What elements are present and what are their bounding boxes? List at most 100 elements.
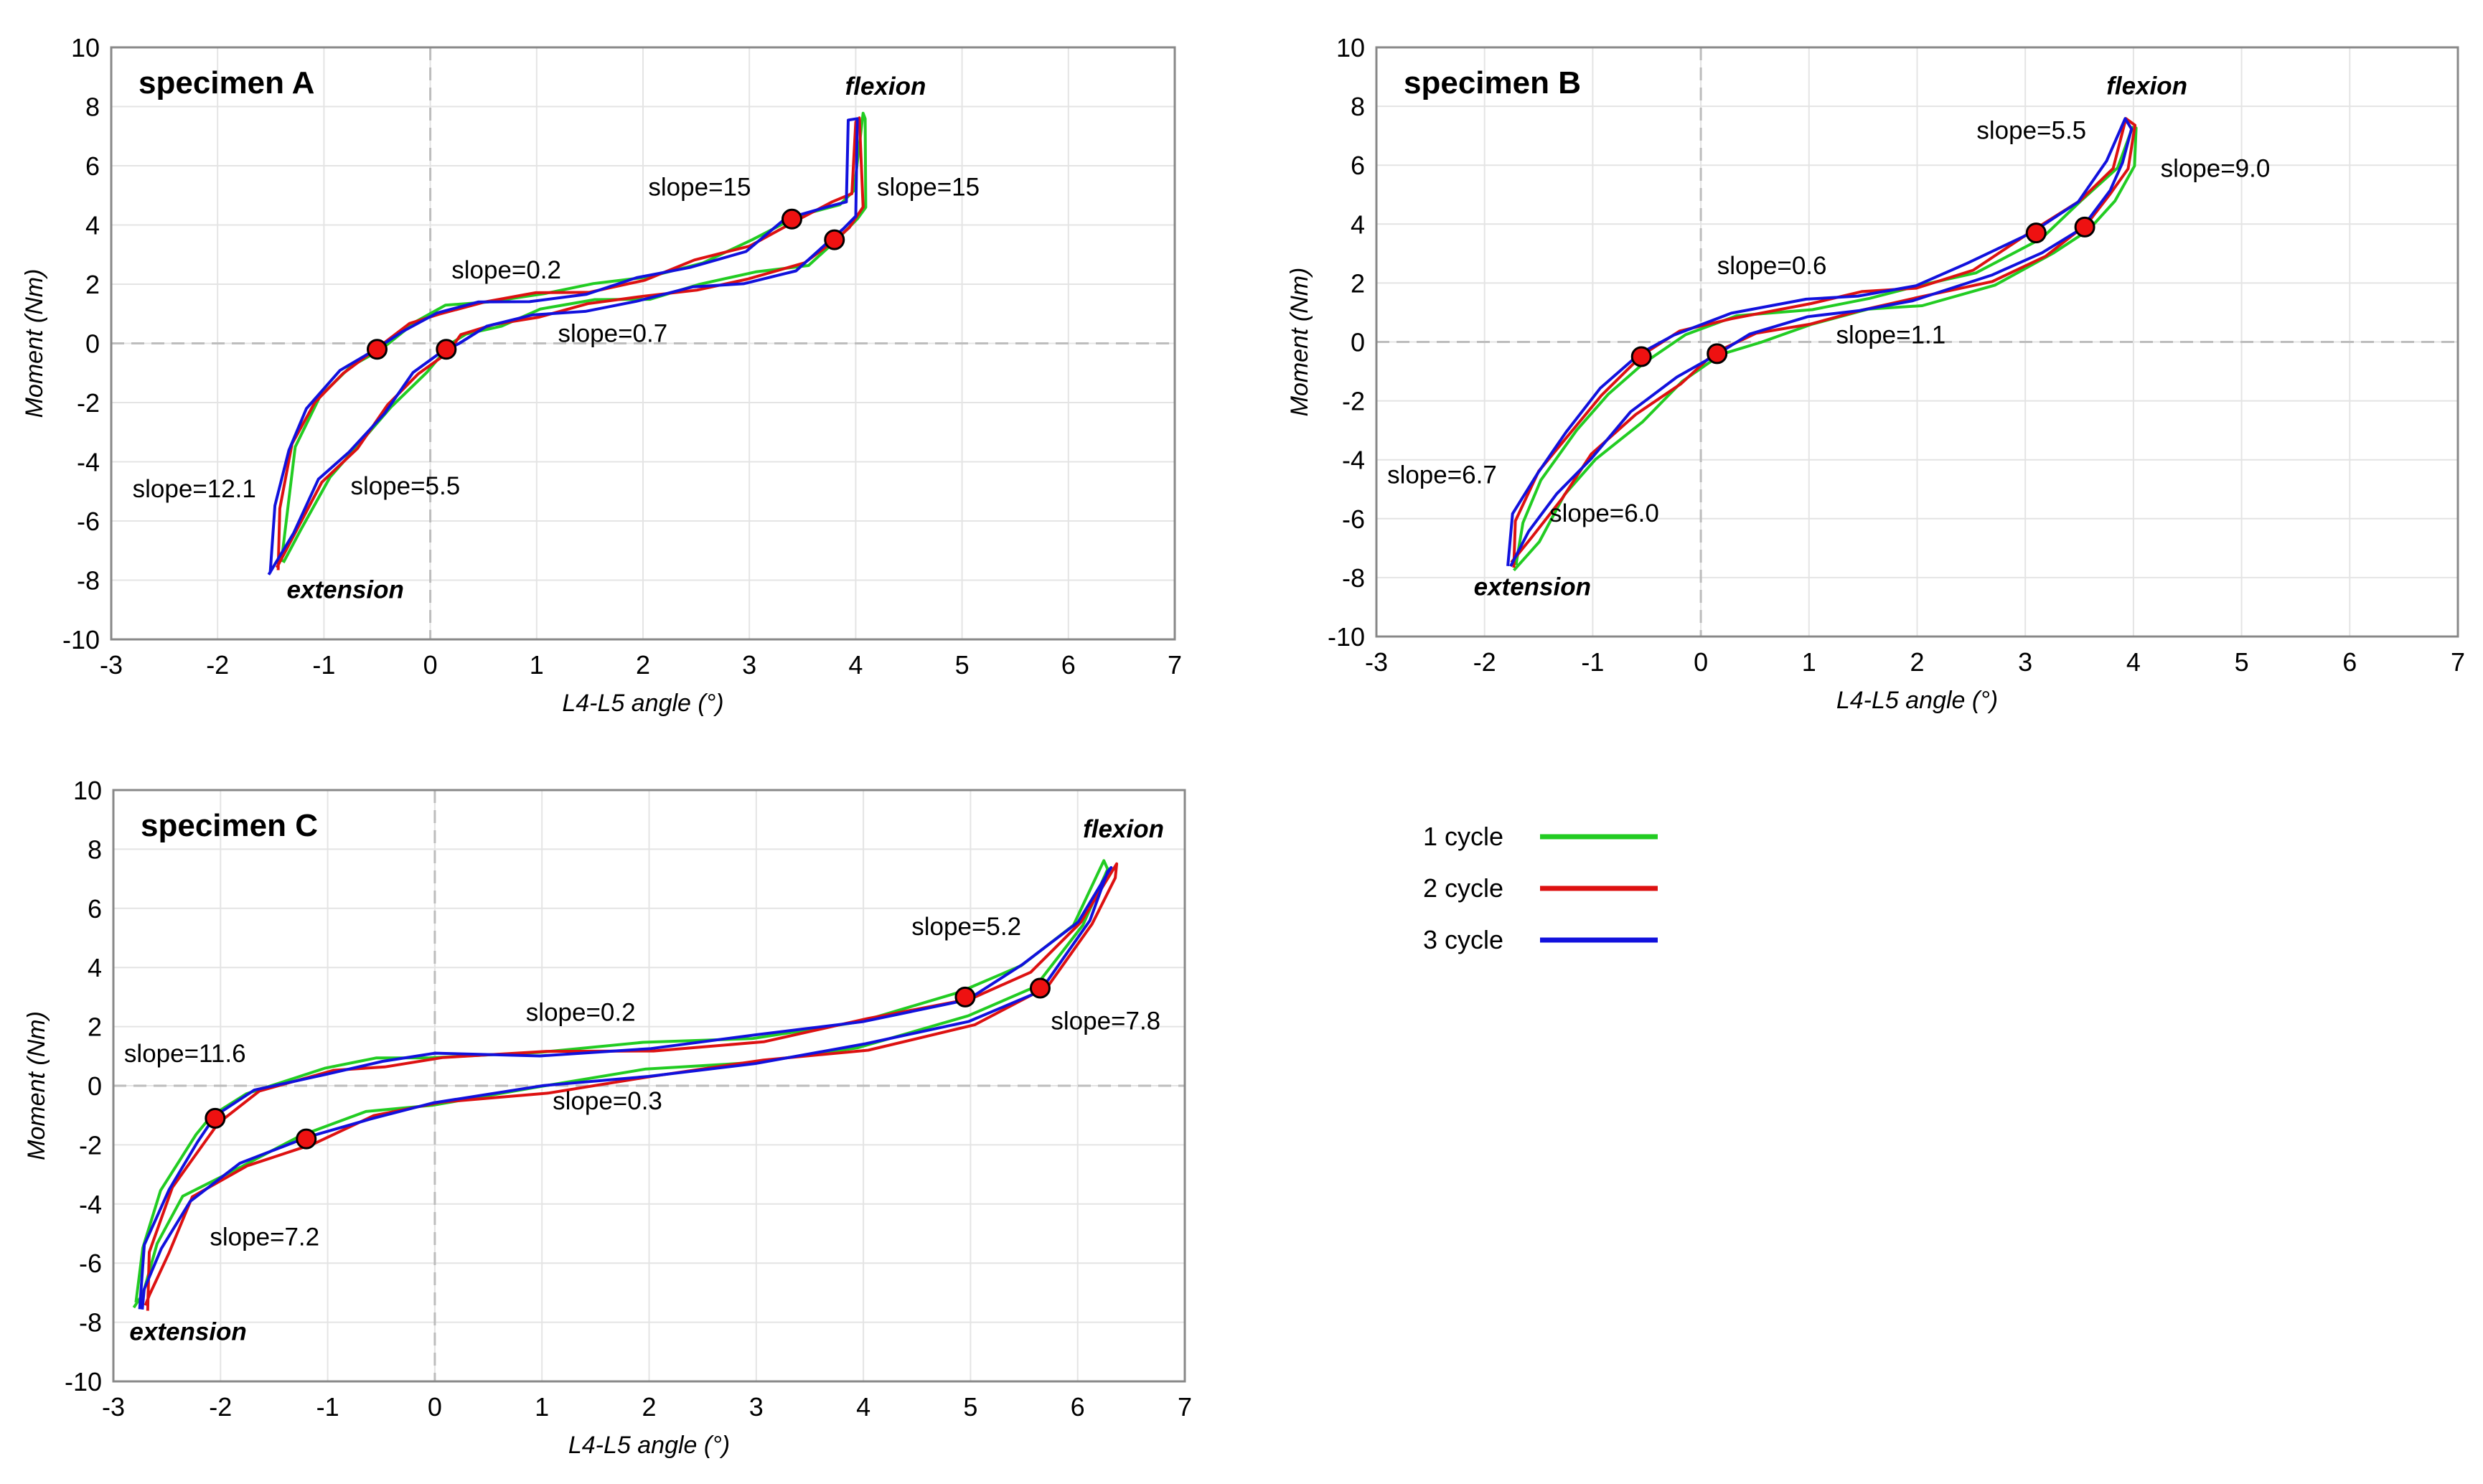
- x-tick-label: 6: [1071, 1392, 1085, 1422]
- y-tick-label: -8: [1342, 563, 1365, 593]
- y-tick-label: 0: [85, 329, 100, 359]
- annotation-label: slope=15: [648, 173, 751, 201]
- y-tick-label: -8: [79, 1308, 102, 1338]
- annotation-label: slope=12.1: [133, 475, 256, 503]
- x-tick-label: 4: [856, 1392, 870, 1422]
- y-tick-label: -10: [65, 1367, 102, 1396]
- x-tick-label: 3: [742, 650, 756, 680]
- transition-point-marker: [1630, 346, 1652, 367]
- y-tick-label: 6: [1351, 151, 1365, 180]
- x-tick-label: -1: [1581, 647, 1604, 677]
- y-axis-label: Moment (Nm): [21, 269, 48, 418]
- transition-point-marker: [1707, 343, 1728, 365]
- annotation-label: slope=0.2: [526, 998, 636, 1026]
- legend-label: 2 cycle: [1423, 873, 1503, 903]
- x-tick-label: -2: [206, 650, 229, 680]
- y-tick-label: 4: [88, 953, 102, 982]
- y-tick-label: -6: [77, 507, 100, 536]
- x-tick-label: 7: [1168, 650, 1182, 680]
- x-axis-label: L4-L5 angle (°): [562, 690, 723, 717]
- transition-point-marker: [1029, 977, 1051, 999]
- x-tick-label: 1: [530, 650, 544, 680]
- y-tick-label: 0: [1351, 328, 1365, 357]
- y-tick-label: -4: [77, 448, 100, 477]
- transition-point-marker: [2025, 222, 2047, 244]
- x-tick-label: 5: [955, 650, 970, 680]
- x-tick-label: 2: [636, 650, 650, 680]
- y-tick-label: 10: [73, 776, 102, 805]
- annotation-label: slope=7.2: [210, 1223, 319, 1251]
- x-tick-label: 5: [2235, 647, 2249, 677]
- y-tick-label: -2: [79, 1130, 102, 1160]
- x-tick-label: 3: [749, 1392, 764, 1422]
- x-tick-label: -2: [1473, 647, 1496, 677]
- transition-point-marker: [205, 1107, 226, 1129]
- transition-point-marker: [296, 1128, 317, 1150]
- x-tick-label: 6: [1061, 650, 1076, 680]
- transition-point-marker: [2074, 216, 2095, 238]
- y-axis-label: Moment (Nm): [1286, 268, 1313, 417]
- annotation-label: slope=0.3: [553, 1087, 662, 1115]
- panel-title: specimen C: [141, 808, 318, 843]
- transition-point-marker: [824, 229, 845, 250]
- series-line-cycle-3: [138, 865, 1113, 1310]
- panel-title: specimen B: [1404, 65, 1581, 100]
- y-tick-label: -2: [1342, 387, 1365, 416]
- y-tick-label: 6: [85, 151, 100, 181]
- y-tick-label: 10: [71, 33, 100, 62]
- annotation-label: flexion: [1083, 815, 1164, 843]
- x-tick-label: 1: [1802, 647, 1816, 677]
- series-line-cycle-3: [1506, 117, 2134, 568]
- y-tick-label: 8: [85, 93, 100, 122]
- x-tick-label: 6: [2342, 647, 2357, 677]
- y-tick-label: -4: [79, 1190, 102, 1219]
- x-tick-label: 4: [848, 650, 863, 680]
- y-tick-label: 2: [1351, 268, 1365, 298]
- y-tick-label: -10: [62, 625, 100, 654]
- transition-point-marker: [781, 208, 802, 230]
- y-tick-label: -10: [1328, 622, 1365, 652]
- annotation-label: slope=6.0: [1549, 499, 1659, 527]
- annotation-label: slope=6.7: [1387, 461, 1497, 489]
- y-tick-label: 8: [88, 835, 102, 864]
- y-tick-label: 4: [85, 211, 100, 240]
- x-tick-label: -1: [316, 1392, 339, 1422]
- y-tick-label: -8: [77, 566, 100, 596]
- panel-title: specimen A: [139, 65, 314, 100]
- y-tick-label: -6: [79, 1249, 102, 1278]
- y-tick-label: -6: [1342, 504, 1365, 534]
- x-tick-label: 0: [1694, 647, 1708, 677]
- annotation-label: slope=0.2: [451, 256, 561, 284]
- x-tick-label: 2: [642, 1392, 656, 1422]
- plot-frame: [112, 789, 1186, 1383]
- x-tick-label: -2: [209, 1392, 232, 1422]
- legend-label: 3 cycle: [1423, 925, 1503, 954]
- y-tick-label: 8: [1351, 92, 1365, 121]
- transition-point-marker: [954, 986, 976, 1008]
- plot-frame: [110, 46, 1176, 641]
- annotation-label: flexion: [845, 72, 926, 100]
- annotation-label: slope=1.1: [1836, 321, 1945, 349]
- x-tick-label: 4: [2126, 647, 2141, 677]
- annotation-label: slope=5.5: [1976, 116, 2086, 144]
- x-tick-label: 5: [963, 1392, 977, 1422]
- legend: 1 cycle 2 cycle 3 cycle: [1423, 822, 1658, 954]
- x-tick-label: -3: [1365, 647, 1388, 677]
- y-tick-label: -4: [1342, 446, 1365, 475]
- y-tick-label: 0: [88, 1071, 102, 1101]
- x-axis-label: L4-L5 angle (°): [568, 1432, 730, 1459]
- annotation-label: extension: [287, 576, 404, 604]
- y-tick-label: 2: [88, 1013, 102, 1042]
- x-tick-label: 0: [428, 1392, 442, 1422]
- plot-frame: [1375, 46, 2459, 638]
- y-tick-label: 4: [1351, 210, 1365, 239]
- x-tick-label: -3: [102, 1392, 125, 1422]
- x-tick-label: -3: [100, 650, 123, 680]
- annotation-label: slope=0.6: [1717, 252, 1827, 280]
- x-tick-label: 2: [1910, 647, 1924, 677]
- y-tick-label: 2: [85, 270, 100, 299]
- annotation-label: slope=15: [877, 173, 980, 201]
